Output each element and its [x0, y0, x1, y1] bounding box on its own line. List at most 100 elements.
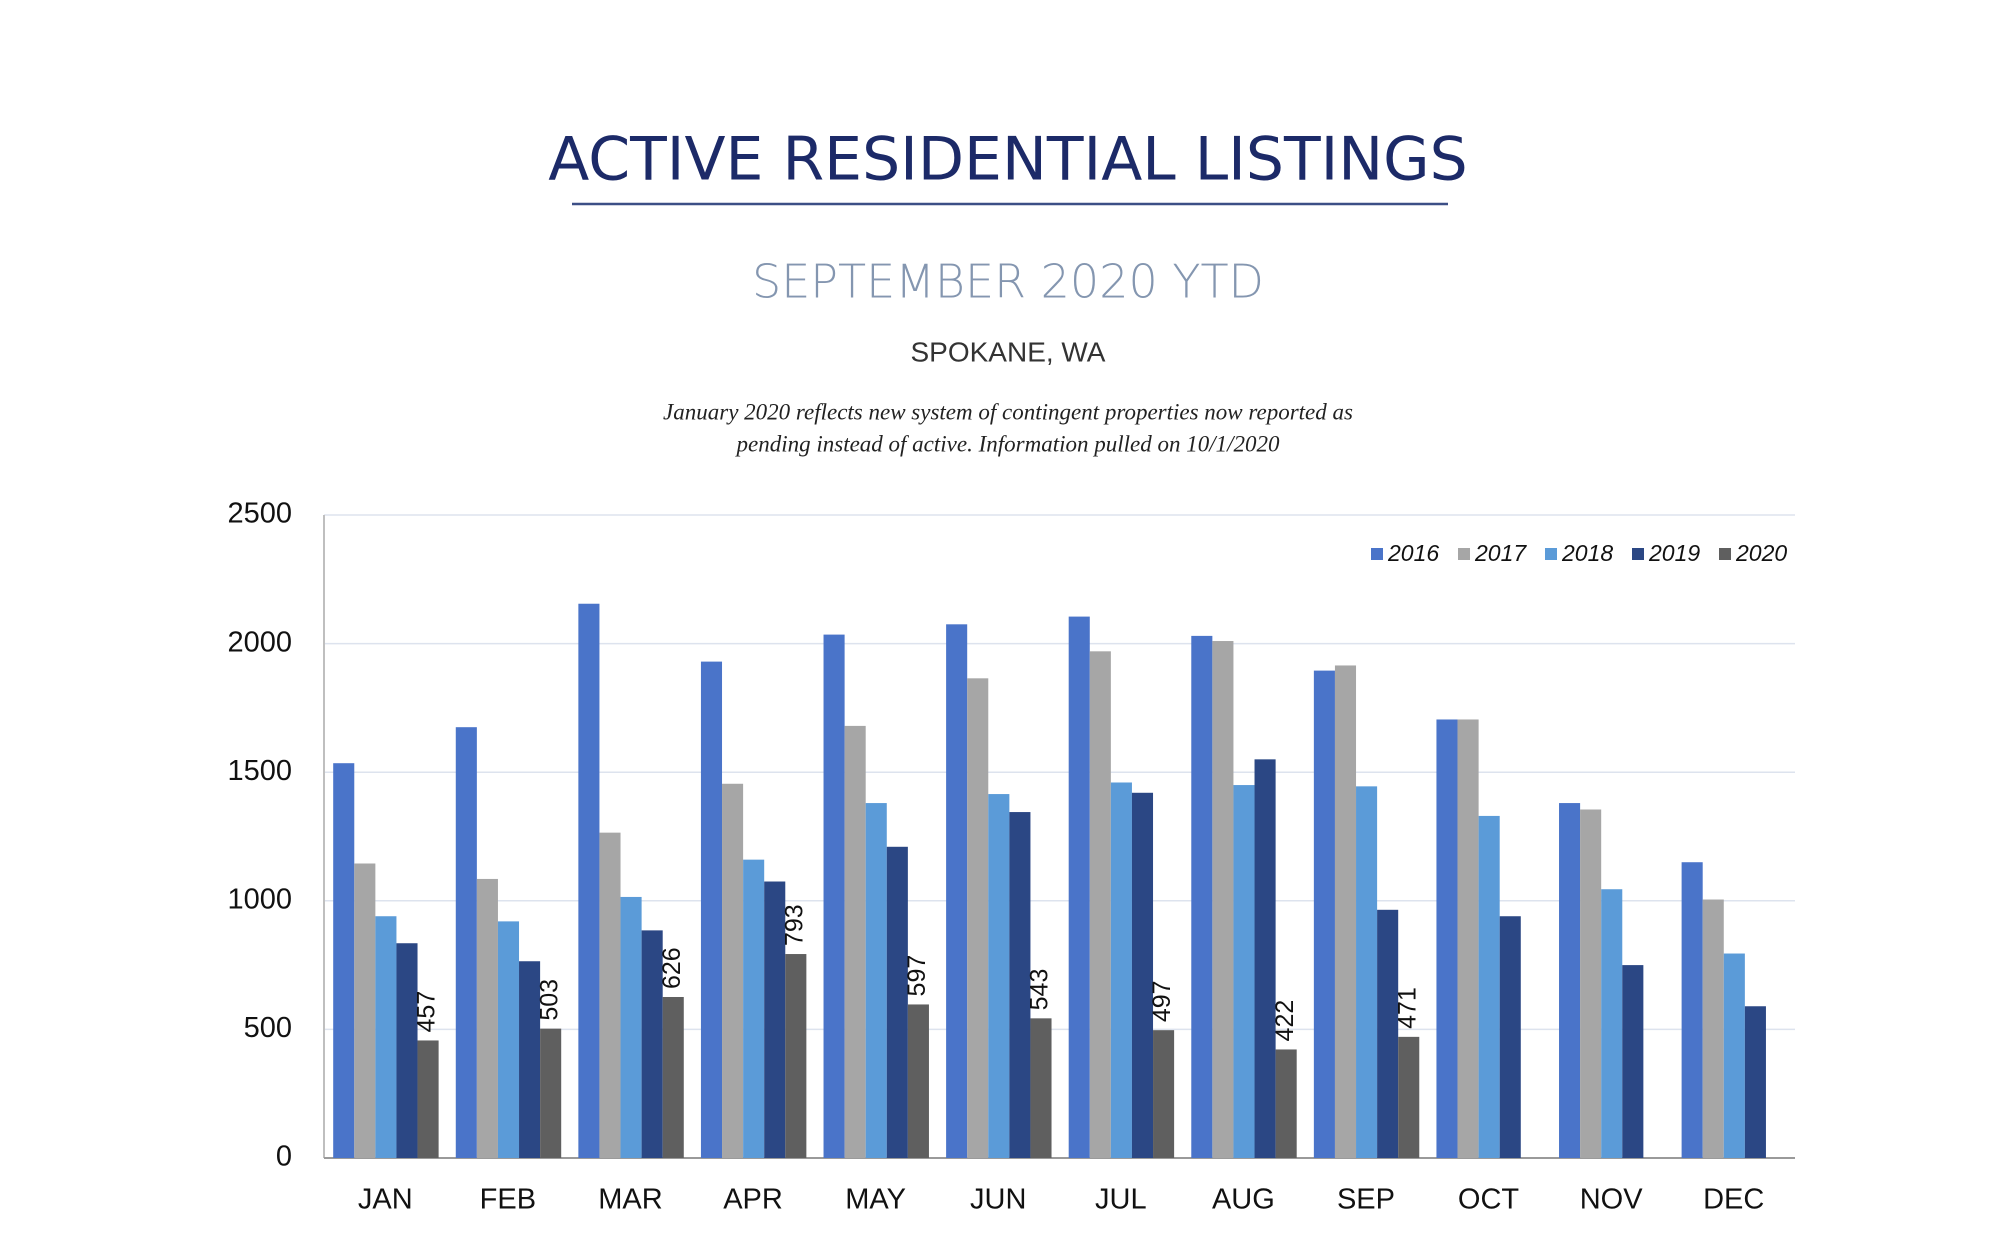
bar	[1131, 792, 1154, 1158]
bar	[1681, 862, 1703, 1158]
chart-subtitle: SEPTEMBER 2020 YTD	[752, 255, 1264, 309]
bar	[1275, 1049, 1297, 1158]
bar	[1030, 1018, 1052, 1158]
bar	[662, 996, 684, 1158]
bar	[1191, 635, 1213, 1158]
x-tick-label: SEP	[1337, 1184, 1395, 1216]
bar	[988, 794, 1010, 1158]
bar	[1377, 909, 1399, 1158]
bar	[785, 954, 807, 1158]
bar	[578, 603, 600, 1158]
legend-swatch	[1545, 548, 1557, 560]
bar	[1212, 641, 1234, 1158]
legend-swatch	[1371, 548, 1383, 560]
bar	[417, 1040, 439, 1158]
x-tick-label: JUL	[1095, 1184, 1147, 1216]
bar	[1622, 965, 1644, 1158]
x-tick-label: APR	[723, 1184, 783, 1216]
bar	[946, 624, 968, 1158]
note: January 2020 reflects new system of cont…	[663, 399, 1353, 424]
data-label: 471	[1393, 987, 1421, 1029]
legend-label: 2020	[1735, 540, 1787, 566]
data-label: 543	[1026, 969, 1054, 1011]
bar	[700, 661, 723, 1158]
legend-swatch	[1458, 548, 1470, 560]
bar	[823, 634, 845, 1158]
x-tick-label: NOV	[1580, 1184, 1644, 1216]
bar	[1559, 803, 1581, 1158]
bar	[476, 878, 498, 1158]
bar	[1499, 916, 1521, 1158]
legend-swatch	[1719, 548, 1731, 560]
bar	[844, 725, 866, 1158]
y-tick-label: 1500	[227, 755, 292, 787]
data-label: 503	[535, 979, 563, 1021]
bar	[1601, 889, 1623, 1158]
bar	[354, 863, 376, 1158]
data-label: 457	[413, 991, 441, 1033]
bar	[1580, 809, 1602, 1158]
bar	[1313, 670, 1335, 1158]
data-label: 497	[1148, 980, 1176, 1022]
x-tick-label: JAN	[358, 1184, 413, 1216]
bar	[1233, 785, 1255, 1158]
legend-swatch	[1632, 548, 1644, 560]
bar	[1110, 782, 1132, 1158]
x-tick-label: MAY	[845, 1184, 906, 1216]
bar	[599, 832, 621, 1158]
bar	[497, 921, 520, 1158]
bar	[1334, 665, 1357, 1158]
data-label: 597	[903, 955, 931, 997]
bar	[1702, 899, 1724, 1158]
y-tick-label: 2000	[227, 626, 292, 658]
bar	[1356, 786, 1378, 1158]
bar	[396, 943, 418, 1158]
bar	[1457, 719, 1479, 1158]
legend-label: 2017	[1474, 540, 1527, 566]
bar	[764, 881, 786, 1158]
bar	[1153, 1030, 1175, 1158]
bar	[1436, 719, 1458, 1158]
x-tick-label: MAR	[598, 1184, 662, 1216]
bar	[1478, 815, 1500, 1158]
bar	[540, 1028, 562, 1158]
bar	[1254, 759, 1276, 1158]
data-label: 626	[658, 947, 686, 989]
y-tick-label: 500	[244, 1012, 292, 1044]
bar	[620, 896, 642, 1158]
bar	[375, 916, 397, 1158]
x-tick-label: DEC	[1703, 1184, 1764, 1216]
bar	[333, 763, 355, 1158]
y-tick-label: 0	[276, 1141, 292, 1173]
bar	[907, 1004, 929, 1158]
x-tick-label: JUN	[970, 1184, 1026, 1216]
x-tick-label: AUG	[1212, 1184, 1275, 1216]
bar	[455, 727, 477, 1158]
bar	[743, 859, 765, 1158]
bar	[1398, 1036, 1420, 1158]
bar	[1723, 953, 1745, 1158]
bar	[1009, 812, 1031, 1158]
legend-label: 2018	[1561, 540, 1613, 566]
bar	[1089, 651, 1111, 1158]
x-tick-label: OCT	[1458, 1184, 1520, 1216]
data-label: 422	[1271, 1000, 1299, 1042]
bar	[1744, 1006, 1766, 1158]
bar	[1068, 616, 1090, 1158]
bar	[865, 803, 887, 1158]
bar	[641, 930, 663, 1158]
bar	[886, 846, 908, 1158]
data-label: 793	[780, 904, 808, 946]
location: SPOKANE, WA	[910, 336, 1105, 367]
legend-label: 2016	[1387, 540, 1439, 566]
x-tick-label: FEB	[480, 1184, 536, 1216]
bar	[967, 678, 989, 1158]
legend-label: 2019	[1648, 540, 1700, 566]
y-tick-label: 2500	[227, 498, 292, 530]
note: pending instead of active. Information p…	[735, 431, 1280, 456]
bar	[519, 961, 541, 1158]
bar	[722, 783, 744, 1158]
chart-title: ACTIVE RESIDENTIAL LISTINGS	[548, 125, 1468, 195]
y-tick-label: 1000	[227, 883, 292, 915]
